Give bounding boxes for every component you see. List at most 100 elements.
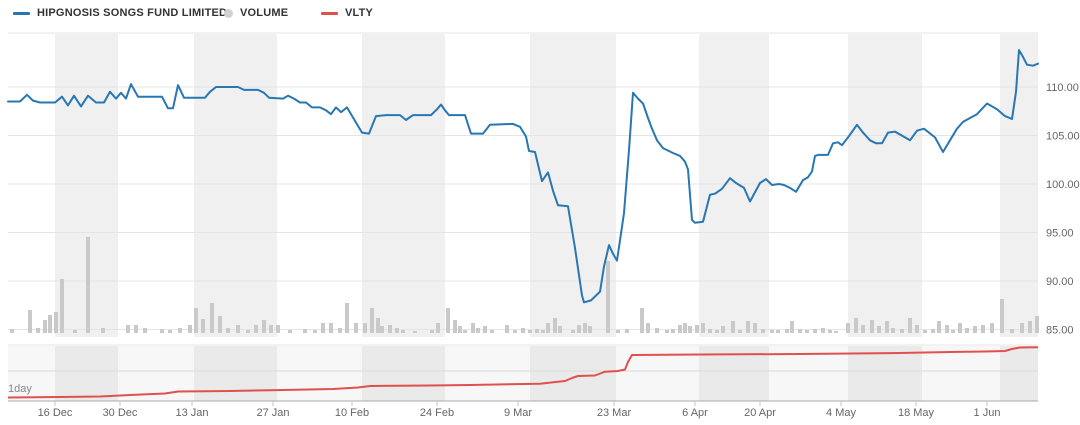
- volume-bar: [126, 325, 130, 333]
- volume-bar: [753, 323, 757, 333]
- legend-item-price[interactable]: HIPGNOSIS SONGS FUND LIMITED: [13, 7, 227, 19]
- volume-bar: [134, 325, 138, 333]
- volume-bar: [981, 325, 985, 333]
- volume-bar: [276, 325, 280, 333]
- y-axis-label: 110.00: [1046, 82, 1079, 94]
- volume-bar: [101, 328, 105, 333]
- volume-bar: [640, 308, 644, 333]
- volume-bar: [376, 318, 380, 333]
- volume-bar: [218, 316, 222, 333]
- volume-bar: [805, 330, 809, 333]
- x-axis-label: 10 Feb: [335, 407, 369, 419]
- legend-label-vlty: VLTY: [345, 7, 374, 19]
- main-plot-area[interactable]: [8, 34, 1038, 337]
- volume-bar: [721, 326, 725, 333]
- volume-bar: [395, 328, 399, 333]
- volume-bar: [73, 330, 77, 333]
- volume-bar: [178, 328, 182, 333]
- y-axis-label: 105.00: [1046, 131, 1080, 143]
- volume-bar: [731, 321, 735, 333]
- volume-bar: [606, 261, 610, 333]
- x-axis-label: 20 Apr: [744, 407, 776, 419]
- volume-bar: [453, 320, 457, 333]
- volume-bar: [708, 329, 712, 333]
- calendar-band: [848, 34, 922, 337]
- volume-bar: [813, 329, 817, 333]
- y-axis-label: 90.00: [1046, 276, 1074, 288]
- x-axis-label: 16 Dec: [38, 407, 73, 419]
- volume-bar: [678, 325, 682, 333]
- volume-bar: [923, 330, 927, 333]
- volume-bar: [1000, 299, 1004, 333]
- volume-bar: [430, 330, 434, 333]
- volume-bar: [588, 326, 592, 333]
- volume-bar: [541, 330, 545, 333]
- volume-bar: [900, 329, 904, 333]
- volume-bar: [915, 325, 919, 333]
- calendar-band: [848, 346, 922, 401]
- volume-bar: [194, 308, 198, 333]
- legend-item-vlty[interactable]: VLTY: [321, 7, 373, 19]
- volume-bar: [945, 325, 949, 333]
- volume-bar: [951, 330, 955, 333]
- volume-bar: [846, 323, 850, 333]
- volume-bar: [236, 325, 240, 333]
- volume-bar: [269, 325, 273, 333]
- volume-bar: [143, 328, 147, 333]
- calendar-band: [1000, 34, 1038, 337]
- volume-bar: [854, 318, 858, 333]
- volume-bar: [990, 323, 994, 333]
- volume-bar: [329, 323, 333, 333]
- volume-bar: [246, 330, 250, 333]
- volume-bar: [798, 329, 802, 333]
- volume-bar: [48, 315, 52, 333]
- volume-bar: [571, 330, 575, 333]
- volume-bar: [870, 320, 874, 333]
- volume-bar: [380, 326, 384, 333]
- volume-bar: [528, 330, 532, 333]
- volume-bar: [834, 331, 838, 333]
- volume-bar: [891, 328, 895, 333]
- volume-dot-marker-icon: [224, 8, 233, 18]
- legend-item-volume[interactable]: VOLUME: [224, 7, 288, 19]
- volume-bar: [226, 328, 230, 333]
- volume-bar: [821, 328, 825, 333]
- volume-bar: [54, 312, 58, 333]
- x-axis-label: 30 Dec: [103, 407, 138, 419]
- volume-bar: [168, 330, 172, 333]
- volume-bar: [321, 323, 325, 333]
- vlty-line-series: [7, 346, 1039, 399]
- vlty-panel-area[interactable]: [8, 345, 1038, 401]
- calendar-band: [55, 346, 118, 401]
- x-axis-label: 24 Feb: [420, 407, 454, 419]
- volume-bar: [583, 323, 587, 333]
- volume-bar: [535, 329, 539, 333]
- volume-bar: [262, 320, 266, 333]
- volume-bar: [715, 330, 719, 333]
- volume-bar: [1010, 329, 1014, 333]
- volume-bar: [671, 329, 675, 333]
- volume-bar: [363, 323, 367, 333]
- volume-bar: [210, 303, 214, 333]
- volume-bar: [521, 328, 525, 333]
- volume-bar: [345, 303, 349, 333]
- volume-bar: [36, 328, 40, 333]
- volume-bar: [313, 330, 317, 333]
- volume-bar: [370, 308, 374, 333]
- volume-bar: [958, 323, 962, 333]
- volume-bar: [655, 328, 659, 333]
- volume-bar: [695, 325, 699, 333]
- x-axis-label: 18 May: [898, 407, 935, 419]
- volume-bar: [688, 326, 692, 333]
- calendar-band: [194, 34, 277, 337]
- volume-bar: [446, 308, 450, 333]
- calendar-band: [362, 34, 445, 337]
- volume-bar: [861, 325, 865, 333]
- x-axis-label: 1 Jun: [974, 407, 1001, 419]
- volume-bar: [965, 328, 969, 333]
- volume-bar: [436, 323, 440, 333]
- volume-bar: [28, 310, 32, 333]
- price-line-marker-icon: [13, 11, 30, 15]
